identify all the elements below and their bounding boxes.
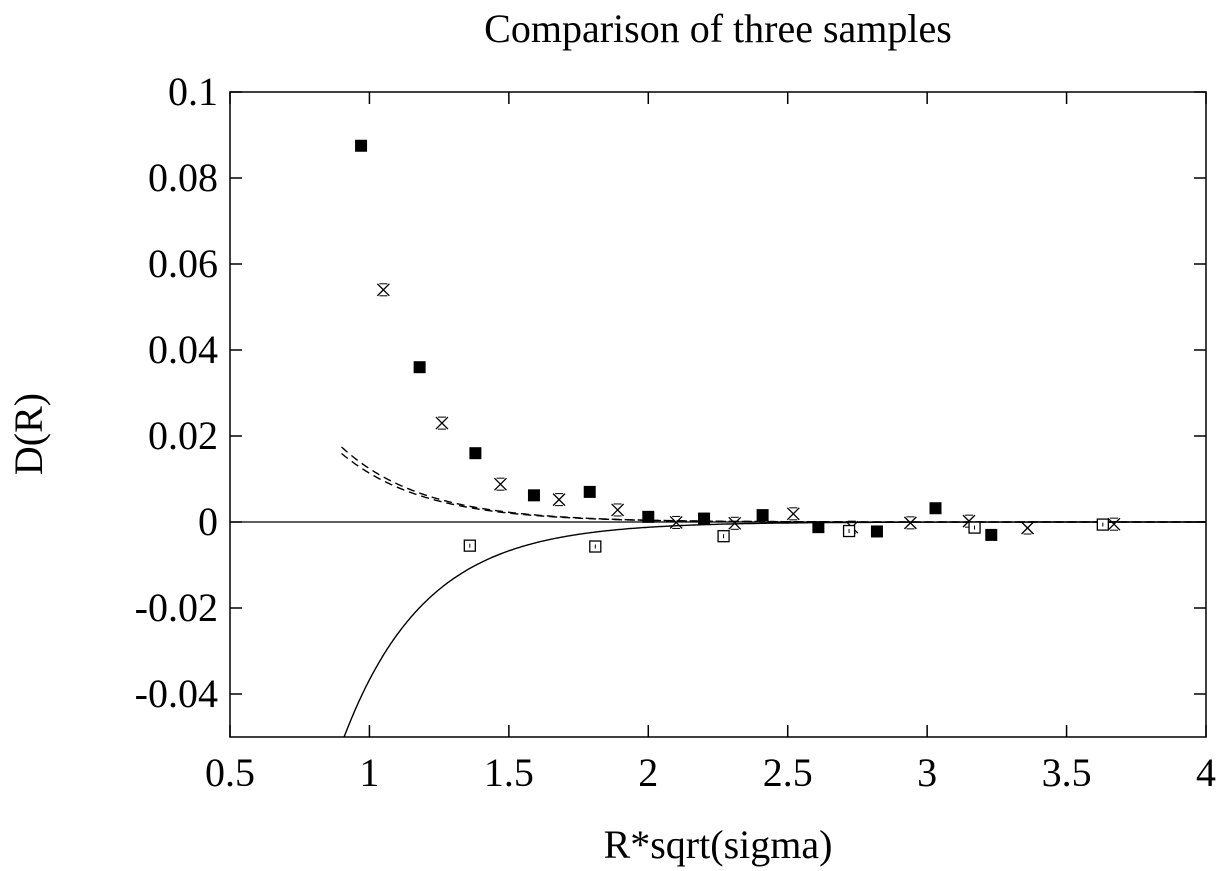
dashed-fit-curve (341, 452, 1206, 523)
point-filled-square (413, 361, 426, 374)
point-filled-square (698, 512, 711, 525)
y-tick-label: 0.02 (148, 413, 218, 458)
point-filled-square (355, 139, 368, 152)
x-tick-label: 1.5 (484, 750, 534, 795)
point-filled-square (642, 510, 655, 523)
x-tick-label: 1 (359, 750, 379, 795)
point-filled-square (756, 509, 769, 522)
solid-fit-curve (343, 521, 1206, 737)
point-open-square (1096, 518, 1109, 531)
point-open-square (842, 524, 856, 538)
x-tick-label: 2.5 (763, 750, 813, 795)
point-cross (376, 283, 390, 297)
point-cross (494, 477, 507, 491)
x-tick-label: 0.5 (205, 750, 255, 795)
point-open-square (717, 530, 730, 543)
data-points (355, 139, 1121, 553)
y-axis-label: D(R) (6, 393, 51, 475)
x-axis-label: R*sqrt(sigma) (604, 822, 833, 867)
y-tick-label: 0.06 (148, 241, 218, 286)
x-tick-label: 3 (917, 750, 937, 795)
point-cross (669, 515, 683, 529)
x-tick-label: 2 (638, 750, 658, 795)
point-cross (611, 503, 625, 517)
y-tick-label: 0.1 (168, 69, 218, 114)
axis-ticks: 0.5 1 1.5 2 2.5 3 3.5 4 0.1 0.08 0.06 0.04 0.02 0 -0.0… (135, 69, 1216, 795)
point-cross (786, 507, 800, 521)
chart-title: Comparison of three samples (484, 6, 952, 51)
y-tick-label: -0.04 (135, 671, 218, 716)
fit-curves (230, 446, 1206, 737)
point-cross (552, 493, 566, 507)
x-tick-label: 4 (1196, 750, 1216, 795)
x-tick-label: 3.5 (1042, 750, 1092, 795)
point-cross (435, 416, 449, 430)
y-tick-label: 0.04 (148, 327, 218, 372)
point-cross (1107, 517, 1121, 531)
point-filled-square (929, 502, 942, 515)
point-open-square (589, 540, 602, 553)
y-tick-label: 0 (198, 499, 218, 544)
plot-frame (229, 91, 1207, 738)
point-open-square (463, 539, 476, 552)
point-filled-square (469, 447, 482, 460)
point-filled-square (583, 485, 596, 498)
y-tick-label: 0.08 (148, 155, 218, 200)
point-filled-square (527, 489, 540, 502)
point-filled-square (985, 528, 998, 541)
point-cross (903, 516, 917, 530)
point-filled-square (812, 521, 825, 534)
y-tick-label: -0.02 (135, 585, 218, 630)
point-filled-square (870, 525, 883, 538)
point-cross (1021, 521, 1034, 535)
point-open-square (968, 521, 981, 534)
point-cross (728, 516, 742, 530)
